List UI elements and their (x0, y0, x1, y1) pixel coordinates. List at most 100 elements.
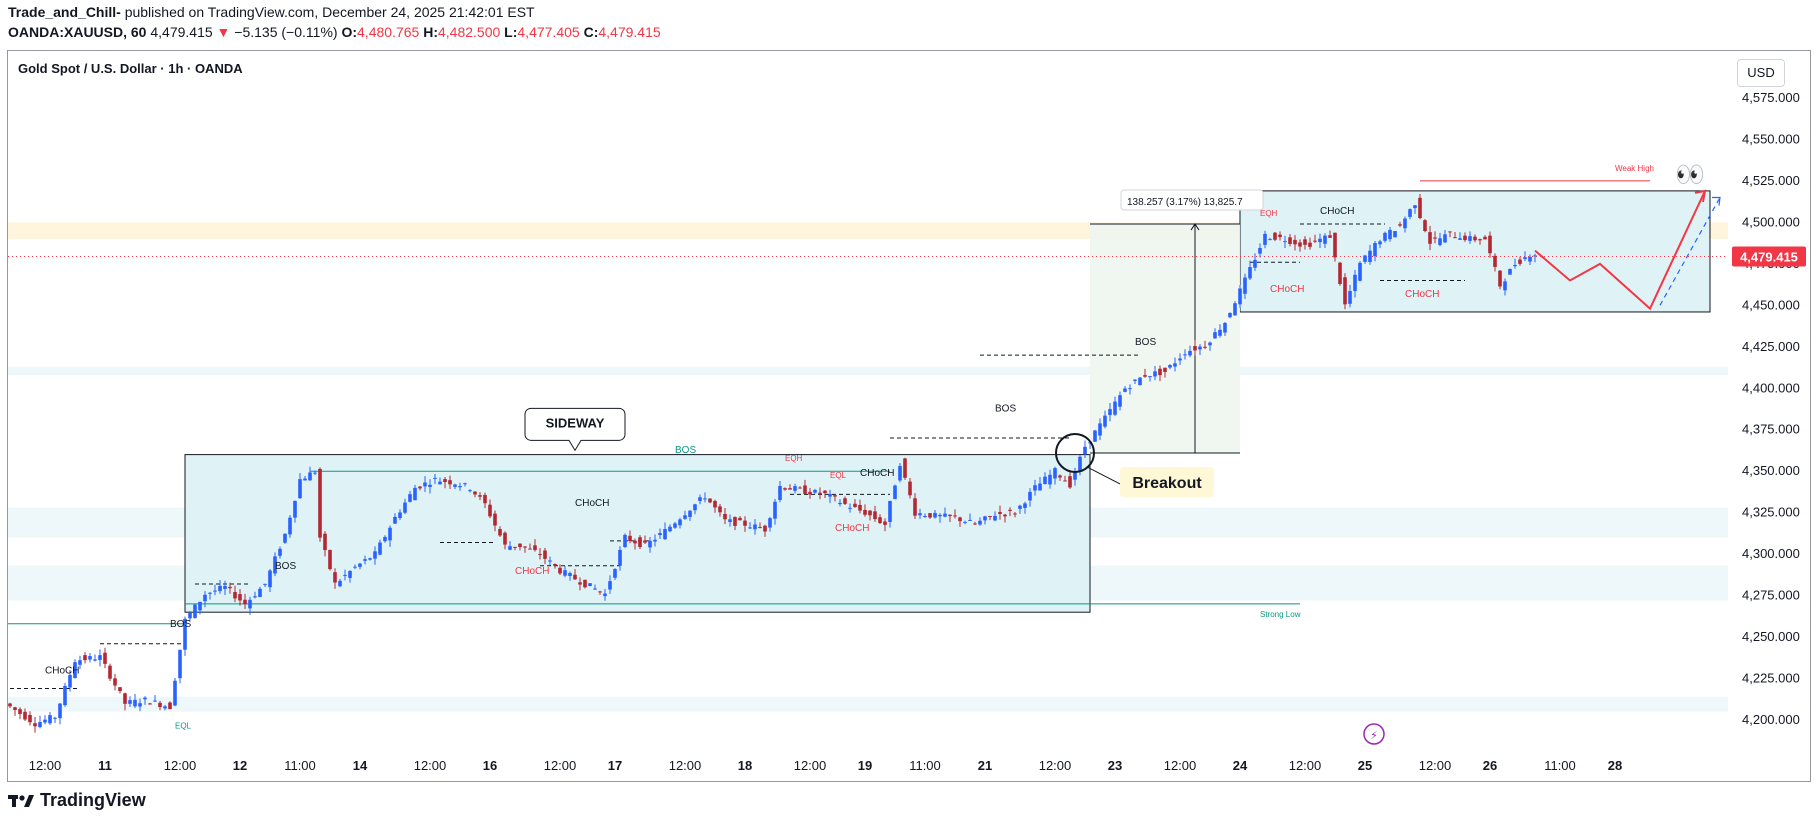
x-tick-label: 21 (978, 758, 992, 773)
candle (523, 546, 527, 547)
structure-label: BOS (275, 561, 296, 572)
candle (123, 693, 127, 704)
candle (978, 521, 982, 525)
candle (98, 655, 102, 660)
candle (1303, 239, 1307, 245)
candle (383, 537, 387, 541)
level-band (8, 367, 1728, 375)
candle (803, 485, 807, 493)
candle (243, 600, 247, 605)
x-tick-label: 12:00 (29, 758, 62, 773)
candle (228, 587, 232, 588)
candle (1398, 224, 1402, 225)
candle (763, 526, 767, 532)
candle (963, 522, 967, 523)
currency-button[interactable]: USD (1737, 59, 1785, 87)
measure-area (1090, 224, 1240, 453)
candle (943, 514, 947, 517)
candle (1528, 257, 1532, 262)
candle (193, 605, 197, 618)
candle (268, 571, 272, 588)
candle (1428, 232, 1432, 244)
candle (168, 703, 172, 710)
candle (1053, 468, 1057, 478)
candle (958, 517, 962, 521)
candle (498, 529, 502, 535)
candle (1243, 278, 1247, 294)
candle (688, 511, 692, 517)
candle (328, 550, 332, 569)
candle (913, 498, 917, 515)
candle (1013, 513, 1017, 514)
candle (718, 506, 722, 512)
candle (893, 486, 897, 500)
candle (788, 488, 792, 490)
candle (153, 701, 157, 702)
candle (668, 527, 672, 531)
tradingview-logo[interactable]: TradingView (8, 790, 146, 811)
candle (1523, 257, 1527, 259)
y-tick-label: 4,575.000 (1742, 90, 1800, 105)
candle (643, 540, 647, 542)
candle (303, 479, 307, 481)
candle (1298, 242, 1302, 246)
candle (923, 516, 927, 517)
candle (1018, 506, 1022, 509)
candle (1148, 376, 1152, 377)
structure-label: EQL (175, 721, 192, 730)
x-tick-label: 12:00 (544, 758, 577, 773)
candle (8, 704, 12, 707)
candle (1163, 368, 1167, 372)
price-chart[interactable]: Gold Spot / U.S. Dollar · 1h · OANDA138.… (0, 0, 1818, 823)
candle (653, 540, 657, 542)
candle (1283, 241, 1287, 242)
candle (213, 591, 217, 592)
candle (1083, 447, 1087, 454)
structure-label: CHoCH (860, 468, 894, 479)
candle (1023, 503, 1027, 508)
candle (1173, 363, 1177, 366)
candle (728, 519, 732, 522)
candle (673, 523, 677, 527)
structure-label: EQH (785, 454, 803, 463)
candle (1008, 510, 1012, 511)
candle (1488, 236, 1492, 254)
candle (693, 504, 697, 510)
candle (773, 502, 777, 519)
candle (1383, 233, 1387, 241)
candle (1293, 240, 1297, 244)
candle (363, 559, 367, 561)
candle (133, 700, 137, 707)
candle (278, 549, 282, 556)
candle (713, 501, 717, 508)
structure-label: BOS (995, 403, 1016, 414)
y-tick-label: 4,275.000 (1742, 588, 1800, 603)
candle (758, 527, 762, 528)
candle (1473, 237, 1477, 241)
candle (23, 712, 27, 720)
candle (563, 570, 567, 575)
candle (318, 469, 322, 538)
candle (203, 595, 207, 601)
candle (858, 505, 862, 511)
candle (1248, 267, 1252, 278)
candle (1438, 238, 1442, 245)
candle (1188, 351, 1192, 356)
chart-title: Gold Spot / U.S. Dollar · 1h · OANDA (18, 61, 243, 76)
candle (1273, 233, 1277, 240)
candle (833, 495, 837, 496)
candle (398, 512, 402, 518)
candle (1403, 219, 1407, 229)
candle (1318, 239, 1322, 242)
candle (488, 505, 492, 517)
candle (918, 513, 922, 515)
x-tick-label: 17 (608, 758, 622, 773)
candle (258, 589, 262, 597)
x-tick-label: 12:00 (669, 758, 702, 773)
candle (993, 516, 997, 520)
y-tick-label: 4,450.000 (1742, 297, 1800, 312)
candle (1228, 313, 1232, 317)
candle (338, 581, 342, 586)
candle (1093, 431, 1097, 442)
candle (223, 586, 227, 589)
